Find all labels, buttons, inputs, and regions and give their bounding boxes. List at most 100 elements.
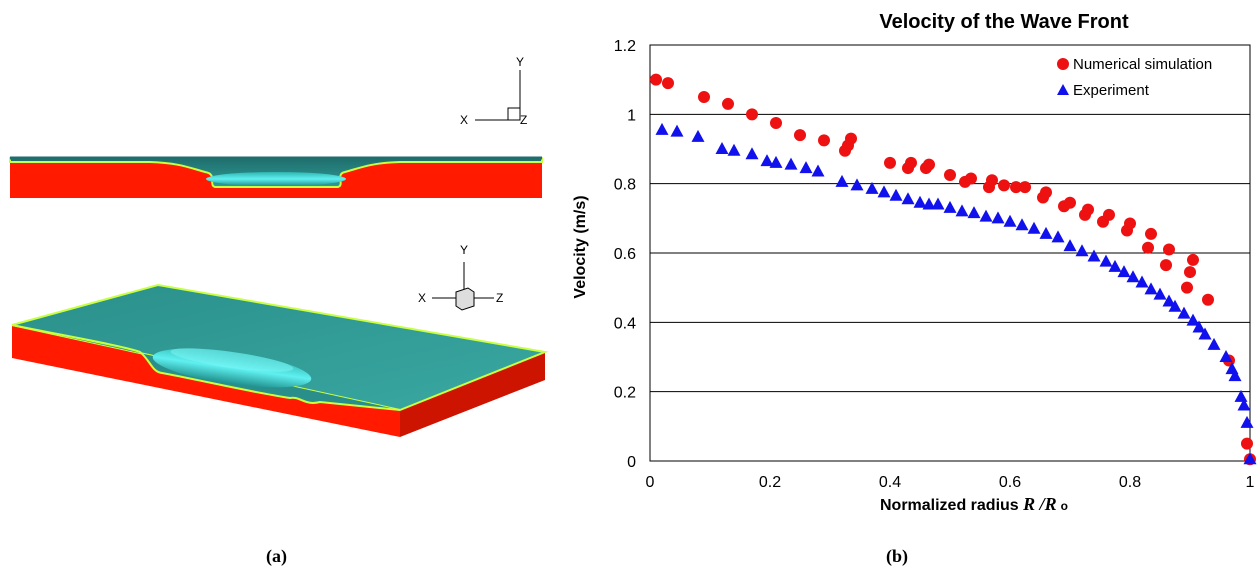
- data-point: [1040, 186, 1052, 199]
- data-point: [760, 154, 774, 167]
- series-experiment: [655, 122, 1257, 465]
- iso-axes-triad-icon: X Y Z: [418, 243, 503, 311]
- data-point: [722, 97, 734, 110]
- data-point: [1019, 181, 1031, 194]
- data-point: [967, 206, 981, 219]
- legend-exp-marker: [1057, 84, 1069, 95]
- data-point: [662, 77, 674, 90]
- legend-sim-label: Numerical simulation: [1073, 56, 1212, 73]
- data-point: [1108, 259, 1122, 272]
- chart-title: Velocity of the Wave Front: [879, 11, 1129, 33]
- top-view-crater: [206, 172, 346, 186]
- data-point: [1186, 313, 1200, 326]
- y-tick-label: 0.2: [614, 385, 636, 402]
- legend-exp-label: Experiment: [1073, 82, 1150, 99]
- data-point: [1160, 259, 1172, 272]
- iso-axis-z: Z: [496, 291, 503, 305]
- iso-axis-x: X: [418, 291, 426, 305]
- data-point: [1075, 244, 1089, 257]
- legend-sim-marker: [1057, 58, 1069, 70]
- x-axis-title: Normalized radius R /R o: [880, 494, 1068, 514]
- data-point: [794, 129, 806, 142]
- data-point: [965, 172, 977, 185]
- data-point: [745, 147, 759, 160]
- top-axis-y: Y: [516, 55, 524, 69]
- data-point: [1027, 221, 1041, 234]
- data-point: [1198, 327, 1212, 340]
- data-point: [1187, 253, 1199, 266]
- x-tick-label: 0: [646, 474, 655, 491]
- data-point: [1163, 243, 1175, 256]
- data-point: [1063, 239, 1077, 252]
- iso-right-face: [400, 352, 545, 437]
- data-point: [931, 197, 945, 210]
- data-point: [845, 132, 857, 145]
- data-point: [1103, 208, 1115, 221]
- data-point: [818, 134, 830, 147]
- iso-axis-y: Y: [460, 243, 468, 257]
- data-point: [955, 204, 969, 217]
- simulation-render: X Y Z X Y Z: [9, 55, 549, 437]
- data-point: [1207, 337, 1221, 350]
- data-point: [998, 179, 1010, 192]
- data-point: [1126, 270, 1140, 283]
- data-point: [850, 178, 864, 191]
- data-point: [784, 157, 798, 170]
- data-point: [991, 211, 1005, 224]
- x-axis-subscript: o: [1061, 499, 1068, 513]
- data-point: [1051, 230, 1065, 243]
- data-point: [1181, 281, 1193, 294]
- data-point: [1039, 226, 1053, 239]
- panel-label-a: (a): [266, 546, 287, 566]
- data-point: [913, 195, 927, 208]
- panel-label-b: (b): [886, 546, 908, 566]
- data-point: [799, 161, 813, 174]
- data-point: [1099, 254, 1113, 267]
- data-point: [1144, 282, 1158, 295]
- data-point: [901, 192, 915, 205]
- legend: Numerical simulation Experiment: [1057, 56, 1212, 99]
- data-point: [1241, 437, 1253, 450]
- data-point: [1184, 266, 1196, 279]
- data-point: [715, 142, 729, 154]
- data-point: [1168, 299, 1182, 312]
- data-point: [650, 73, 662, 86]
- data-point: [770, 117, 782, 129]
- data-point: [865, 181, 879, 194]
- y-tick-label: 0: [627, 454, 636, 471]
- data-point: [835, 174, 849, 187]
- data-point: [1064, 196, 1076, 209]
- data-point: [655, 122, 669, 135]
- data-point: [889, 188, 903, 201]
- plot-area: [649, 44, 1251, 462]
- y-tick-label: 1: [627, 107, 636, 124]
- x-tick-label: 0.4: [879, 474, 901, 491]
- data-point: [943, 200, 957, 213]
- data-point: [905, 156, 917, 169]
- data-point: [1162, 294, 1176, 307]
- data-point: [1145, 227, 1157, 240]
- data-point: [877, 185, 891, 198]
- x-tick-labels: 0 0.2 0.4 0.6 0.8 1: [646, 474, 1255, 491]
- data-point: [884, 156, 896, 169]
- x-tick-label: 0.8: [1119, 474, 1141, 491]
- grid-lines: [650, 44, 1250, 393]
- y-tick-label: 0.4: [614, 315, 636, 332]
- series-numerical-simulation: [650, 73, 1256, 466]
- data-point: [979, 209, 993, 222]
- velocity-chart: Velocity of the Wave Front 0 0.2 0.4 0.6 0.8…: [572, 11, 1257, 514]
- data-series: [650, 73, 1257, 466]
- y-tick-labels: 0 0.2 0.4 0.6 0.8 1 1.2: [614, 38, 636, 471]
- x-tick-label: 0.2: [759, 474, 781, 491]
- y-tick-label: 0.6: [614, 246, 636, 263]
- data-point: [923, 158, 935, 171]
- data-point: [1219, 350, 1233, 362]
- data-point: [1124, 217, 1136, 230]
- x-tick-label: 0.6: [999, 474, 1021, 491]
- data-point: [1234, 389, 1248, 402]
- data-point: [1228, 369, 1242, 382]
- simulation-panel: X Y Z X Y Z: [0, 0, 560, 579]
- y-axis-title: Velocity (m/s): [572, 195, 589, 298]
- top-axis-x: X: [460, 113, 468, 127]
- data-point: [1087, 249, 1101, 262]
